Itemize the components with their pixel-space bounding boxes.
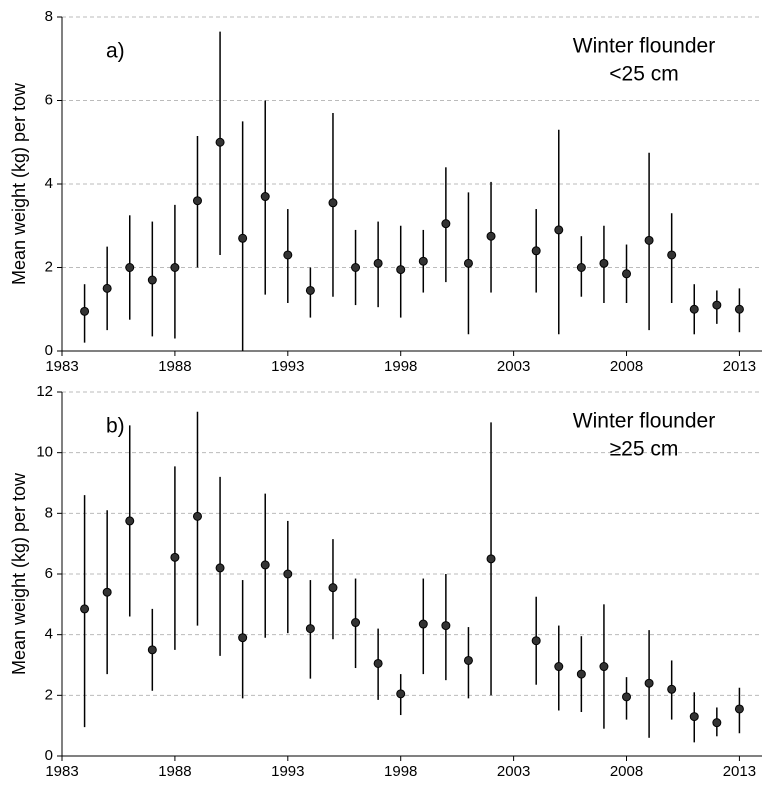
y-tick-label: 2 <box>45 686 53 703</box>
point <box>667 250 677 260</box>
panel-label: a) <box>106 40 125 63</box>
x-tick-label: 2013 <box>723 763 756 780</box>
point <box>441 621 451 631</box>
point <box>373 258 383 268</box>
y-tick-label: 6 <box>45 565 53 582</box>
point <box>689 712 699 722</box>
point <box>576 669 586 679</box>
panel-label: b) <box>106 415 125 438</box>
point <box>260 192 270 202</box>
point <box>125 263 135 272</box>
point <box>599 258 609 268</box>
x-tick-label: 1998 <box>384 358 417 375</box>
point <box>80 306 90 316</box>
y-tick-label: 10 <box>36 444 53 461</box>
point <box>283 569 293 579</box>
annotation: Winter flounder <box>573 410 715 433</box>
y-tick-label: 2 <box>45 258 53 275</box>
point <box>147 275 157 285</box>
point <box>622 269 632 279</box>
x-tick-label: 1988 <box>158 763 191 780</box>
y-tick-label: 8 <box>45 504 53 521</box>
point <box>238 633 248 643</box>
point <box>554 662 564 672</box>
point <box>260 560 270 570</box>
point <box>712 300 722 310</box>
x-tick-label: 1993 <box>271 763 304 780</box>
point <box>418 619 428 629</box>
y-axis-label: Mean weight (kg) per tow <box>9 472 29 675</box>
x-tick-label: 2003 <box>497 358 530 375</box>
point <box>328 583 338 593</box>
point <box>644 235 654 245</box>
x-tick-label: 1988 <box>158 358 191 375</box>
point <box>396 265 406 275</box>
point <box>125 516 135 526</box>
point <box>689 304 699 314</box>
y-axis-label: Mean weight (kg) per tow <box>9 82 29 285</box>
point <box>215 563 225 573</box>
point <box>486 554 496 564</box>
point <box>80 604 90 614</box>
point <box>351 618 361 628</box>
y-tick-label: 0 <box>45 342 53 359</box>
point <box>734 704 744 714</box>
y-tick-label: 6 <box>45 91 53 108</box>
y-tick-label: 4 <box>45 626 53 643</box>
point <box>396 689 406 699</box>
y-tick-label: 8 <box>45 8 53 25</box>
x-tick-label: 2008 <box>610 358 643 375</box>
point <box>622 692 632 702</box>
point <box>441 219 451 229</box>
point <box>305 624 315 634</box>
y-tick-label: 4 <box>45 175 53 192</box>
y-tick-label: 0 <box>45 747 53 764</box>
x-tick-label: 1998 <box>384 763 417 780</box>
point <box>328 198 338 208</box>
annotation: ≥25 cm <box>610 438 679 461</box>
point <box>644 678 654 688</box>
x-tick-label: 2008 <box>610 763 643 780</box>
point <box>418 256 428 266</box>
point <box>351 263 361 272</box>
point <box>215 137 225 147</box>
annotation: <25 cm <box>609 63 678 86</box>
point <box>170 552 180 562</box>
point <box>463 655 473 665</box>
point <box>373 658 383 668</box>
point <box>147 645 157 655</box>
point <box>599 662 609 672</box>
point <box>283 250 293 260</box>
x-tick-label: 2003 <box>497 763 530 780</box>
x-tick-label: 2013 <box>723 358 756 375</box>
point <box>170 263 180 272</box>
y-tick-label: 12 <box>36 383 53 400</box>
point <box>712 718 722 728</box>
point <box>192 196 202 206</box>
point <box>486 231 496 241</box>
point <box>554 225 564 235</box>
point <box>102 283 112 293</box>
annotation: Winter flounder <box>573 35 715 58</box>
point <box>192 511 202 521</box>
x-tick-label: 1983 <box>45 358 78 375</box>
point <box>734 304 744 314</box>
point <box>463 258 473 268</box>
point <box>667 684 677 694</box>
point <box>238 233 248 243</box>
point <box>531 636 541 646</box>
point <box>531 246 541 256</box>
x-tick-label: 1983 <box>45 763 78 780</box>
point <box>305 285 315 295</box>
point <box>102 587 112 597</box>
x-tick-label: 1993 <box>271 358 304 375</box>
point <box>576 263 586 272</box>
